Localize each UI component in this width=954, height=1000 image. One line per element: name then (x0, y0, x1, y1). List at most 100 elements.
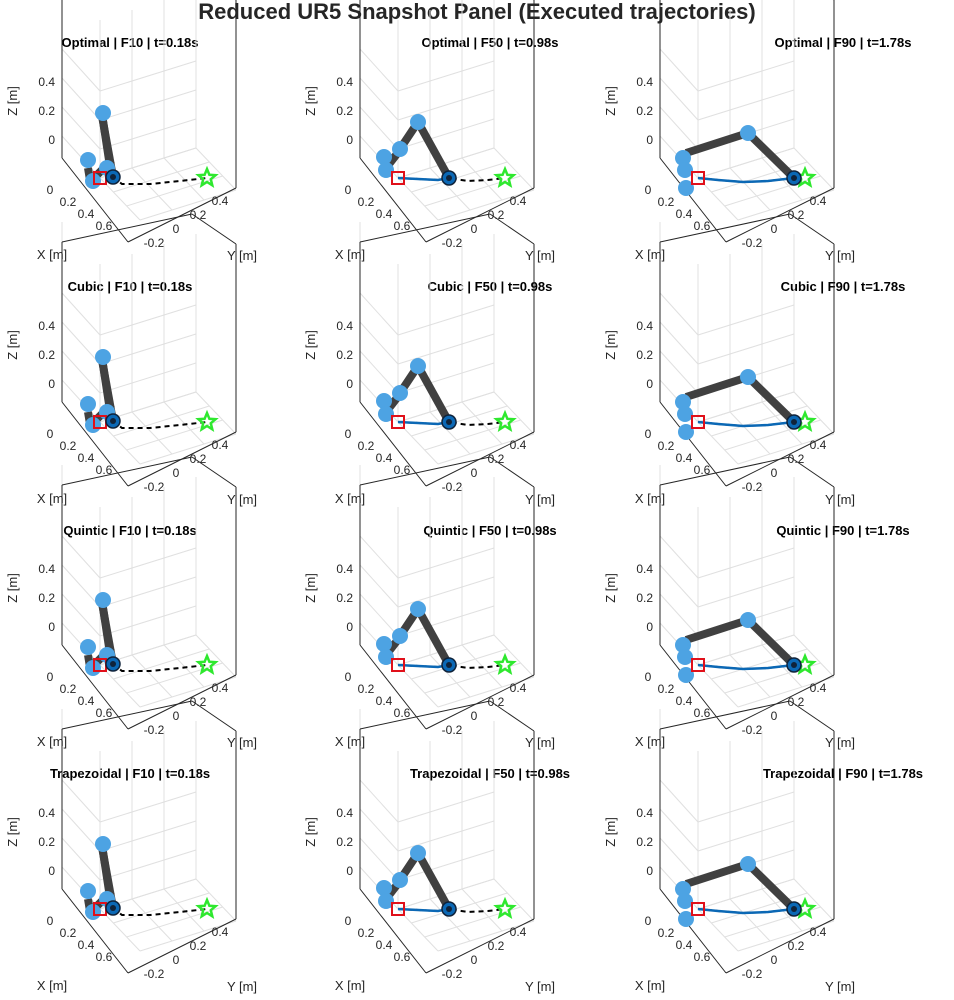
x-axis-label: X [m] (37, 978, 67, 993)
grid-line (411, 892, 508, 924)
x-tick-label: 0.2 (60, 439, 77, 453)
axes-box (659, 213, 835, 487)
x-tick-label: 0.4 (376, 938, 393, 952)
grid-line (659, 48, 699, 92)
grid-line (697, 547, 795, 579)
y-tick-label: -0.2 (442, 480, 463, 494)
planned-path (112, 663, 208, 672)
y-axis-label: Y [m] (227, 248, 257, 263)
y-axis-label: Y [m] (227, 979, 257, 994)
x-tick-label: 0.4 (78, 451, 95, 465)
x-tick-label: 0.4 (676, 451, 693, 465)
goal-star-marker (195, 409, 219, 432)
x-axis-label: X [m] (635, 247, 665, 262)
y-axis-line (127, 918, 237, 974)
grid-line (61, 837, 101, 881)
y-tick-label: 0.4 (810, 194, 827, 208)
robot-joint (80, 152, 96, 168)
x-tick-label: 0 (645, 427, 652, 441)
box-edge (61, 456, 193, 486)
grid-line (711, 405, 808, 437)
axes-box (61, 213, 237, 487)
axes-box (61, 456, 237, 730)
grid-line (397, 147, 495, 179)
grid-line (359, 593, 399, 637)
x-tick-label: 0.4 (78, 938, 95, 952)
x-tick-label: 0.2 (60, 195, 77, 209)
grid-line (61, 808, 101, 852)
x-axis-line (659, 888, 727, 974)
grid-line (359, 321, 399, 365)
z-axis-label: Z [m] (603, 330, 618, 360)
x-axis-line (359, 888, 427, 974)
grid-line (359, 808, 399, 852)
grid-line (793, 147, 835, 191)
grid-line (195, 391, 237, 435)
z-tick-label: 0 (48, 133, 55, 147)
robot-joint (678, 911, 694, 927)
z-tick-label: 0.4 (636, 562, 653, 576)
grid-line (397, 634, 495, 666)
box-edge (191, 700, 237, 732)
z-axis-label: Z [m] (303, 573, 318, 603)
z-axis-label: Z [m] (603, 573, 618, 603)
grid-line (99, 362, 197, 394)
grid-line (793, 878, 835, 922)
grid-line (195, 147, 237, 191)
y-tick-label: -0.2 (442, 967, 463, 981)
grid-line (461, 644, 503, 688)
grid-line (711, 648, 808, 680)
x-tick-label: 0.4 (676, 207, 693, 221)
end-effector-center (446, 175, 452, 181)
goal-star-marker (195, 652, 219, 675)
y-axis-label: Y [m] (825, 735, 855, 750)
y-axis-label: Y [m] (227, 492, 257, 507)
grid-line (131, 411, 173, 455)
y-tick-label: 0.4 (810, 438, 827, 452)
x-tick-label: 0.6 (694, 463, 711, 477)
y-tick-label: 0.2 (788, 939, 805, 953)
robot-joint (376, 636, 392, 652)
start-square-marker (691, 171, 705, 185)
x-tick-label: 0.2 (658, 926, 675, 940)
robot-link (414, 364, 453, 424)
z-axis-label: Z [m] (5, 86, 20, 116)
grid-line (697, 391, 795, 423)
robot-link (745, 130, 797, 181)
y-axis-label: Y [m] (525, 248, 555, 263)
grid-line (437, 676, 535, 708)
box-edge (489, 456, 535, 488)
grid-line (113, 648, 210, 680)
grid-line (99, 605, 197, 637)
grid-line (429, 167, 471, 211)
panel-title: Optimal | F50 | t=0.98s (422, 35, 559, 50)
box-edge (659, 213, 791, 243)
z-tick-label: 0 (646, 377, 653, 391)
robot-joint (378, 162, 394, 178)
end-effector-center (791, 662, 797, 668)
y-tick-label: 0 (471, 222, 478, 236)
z-tick-label: 0.4 (336, 562, 353, 576)
grid-line (397, 878, 495, 910)
z-tick-label: 0.2 (636, 104, 653, 118)
grid-line (99, 791, 197, 823)
grid-line (139, 920, 237, 952)
grid-line (697, 820, 795, 852)
grid-line (793, 391, 835, 435)
grid-line (61, 564, 101, 608)
end-effector-center (791, 419, 797, 425)
x-axis-line (359, 644, 427, 730)
y-tick-label: 0.2 (788, 452, 805, 466)
box-edge (489, 700, 535, 732)
grid-line (397, 576, 495, 608)
box-edge (359, 213, 491, 243)
grid-line (697, 878, 795, 910)
grid-line (411, 161, 508, 193)
grid-line (163, 157, 205, 201)
planned-path (112, 176, 208, 185)
x-tick-label: 0.2 (358, 926, 375, 940)
